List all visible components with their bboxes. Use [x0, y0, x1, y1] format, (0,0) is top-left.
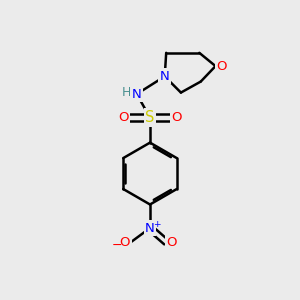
Text: N: N	[132, 88, 142, 100]
Text: O: O	[166, 236, 177, 249]
Text: −: −	[112, 238, 123, 252]
Text: H: H	[122, 86, 131, 99]
Text: O: O	[118, 111, 129, 124]
Text: O: O	[216, 60, 227, 73]
Text: N: N	[145, 221, 155, 235]
Text: S: S	[145, 110, 155, 125]
Text: O: O	[171, 111, 182, 124]
Text: N: N	[160, 70, 169, 83]
Text: +: +	[153, 220, 160, 229]
Text: O: O	[120, 236, 130, 249]
